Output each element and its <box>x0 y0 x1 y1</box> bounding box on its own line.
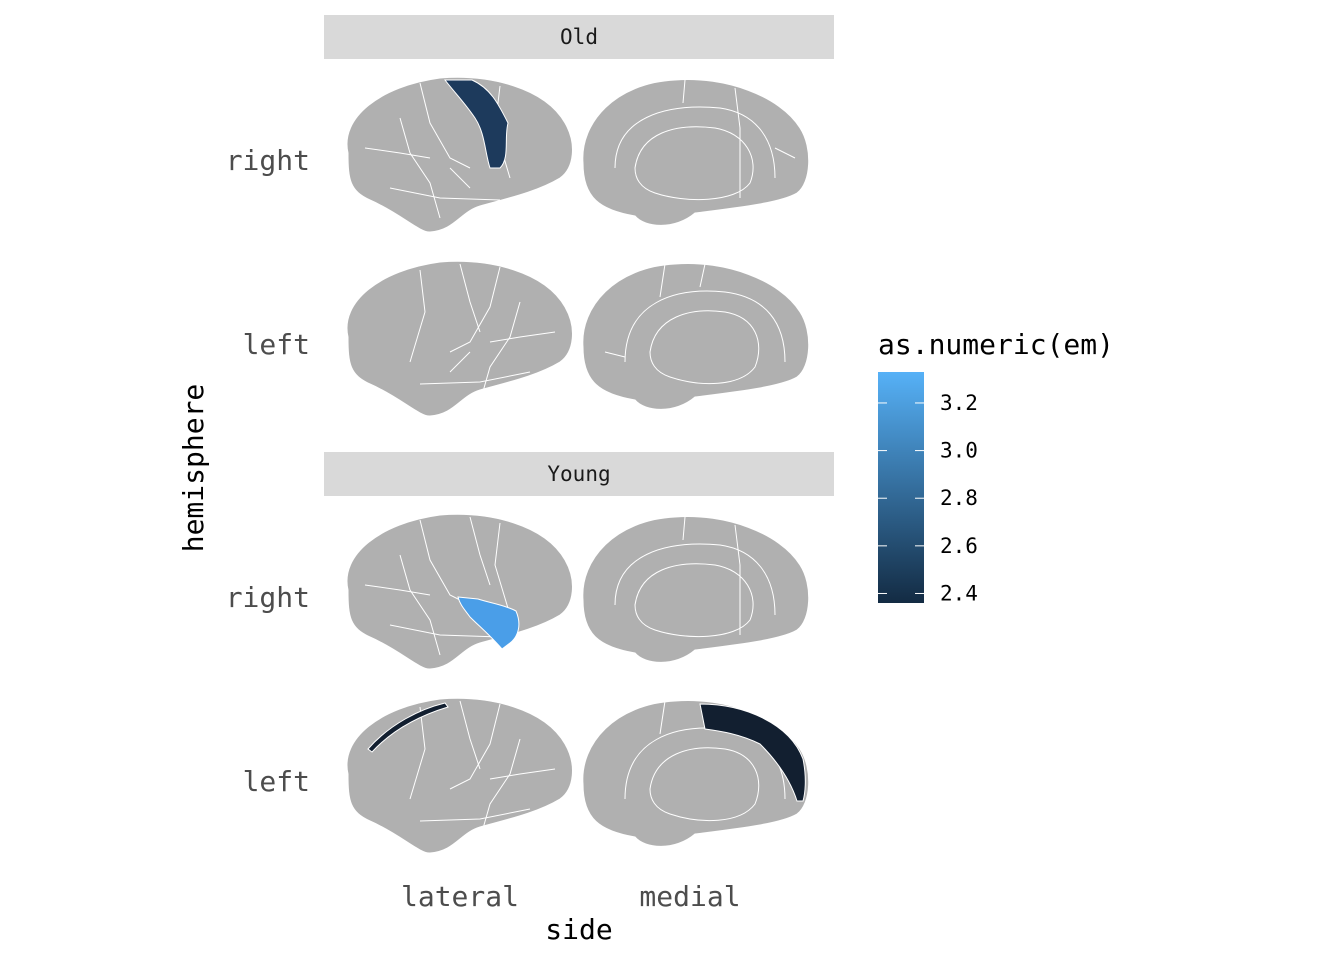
col-label-lateral: lateral <box>401 880 519 913</box>
y-axis-title: hemisphere <box>177 384 210 553</box>
legend-tick-label: 3.0 <box>940 439 978 463</box>
brain-young-left-lateral <box>346 697 573 854</box>
strip-old <box>324 15 834 59</box>
brain-old-right-medial <box>582 78 810 226</box>
brain-old-left-lateral <box>346 260 573 417</box>
legend-tick-label: 2.8 <box>940 486 978 510</box>
legend-tick-label: 3.2 <box>940 391 978 415</box>
region-young-left-superiorfrontal-lateral <box>367 702 449 753</box>
strip-old-label: Old <box>560 25 598 49</box>
legend-tick-label: 2.6 <box>940 534 978 558</box>
row-label-old-left: left <box>243 328 310 361</box>
region-old-right-precentral <box>443 79 509 169</box>
brain-young-right-lateral <box>346 513 573 670</box>
legend-title: as.numeric(em) <box>878 328 1114 361</box>
legend-tick-label: 2.4 <box>940 581 978 605</box>
row-label-young-right: right <box>226 581 310 614</box>
row-label-young-left: left <box>243 765 310 798</box>
x-axis-title: side <box>545 913 612 946</box>
strip-young-label: Young <box>547 462 610 486</box>
legend-ticks: 3.2 3.0 2.8 2.6 2.4 <box>878 391 978 605</box>
region-young-left-superiorfrontal-medial <box>699 703 806 802</box>
brain-young-right-medial <box>582 515 810 663</box>
strip-young <box>324 452 834 496</box>
col-label-medial: medial <box>639 880 740 913</box>
brain-old-left-medial <box>582 262 810 410</box>
legend-colorbar <box>878 372 924 603</box>
region-young-right-supramarginal <box>457 596 520 650</box>
row-label-old-right: right <box>226 144 310 177</box>
brain-old-right-lateral <box>346 76 573 233</box>
brain-young-left-medial <box>582 699 810 847</box>
